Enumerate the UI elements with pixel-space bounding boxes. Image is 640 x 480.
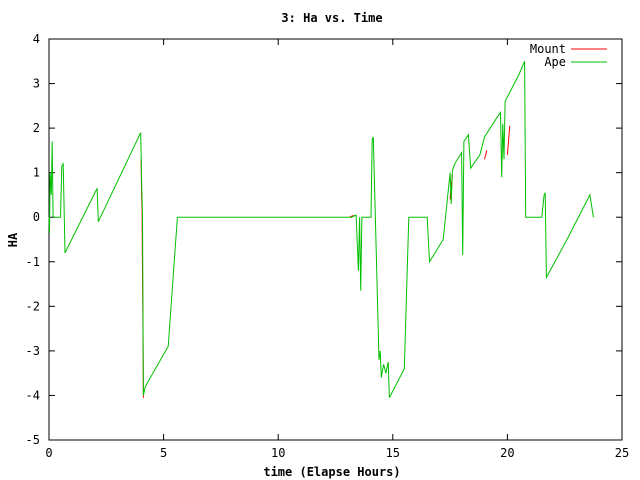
axis-ticks xyxy=(48,38,623,441)
x-tick-label: 0 xyxy=(45,446,52,460)
legend: Mount Ape xyxy=(530,42,607,69)
y-tick-label: 0 xyxy=(33,210,40,224)
series-line-ape xyxy=(48,61,594,398)
chart-title: 3: Ha vs. Time xyxy=(281,11,382,25)
y-tick-label: -1 xyxy=(26,255,40,269)
x-tick-label: 15 xyxy=(386,446,400,460)
y-tick-label: -2 xyxy=(26,299,40,313)
y-tick-label: -4 xyxy=(26,388,40,402)
x-tick-label: 20 xyxy=(500,446,514,460)
x-tick-label: 25 xyxy=(615,446,629,460)
legend-label-ape: Ape xyxy=(544,55,566,69)
y-tick-label: 4 xyxy=(33,32,40,46)
legend-label-mount: Mount xyxy=(530,42,566,56)
y-tick-label: -5 xyxy=(26,433,40,447)
x-tick-label: 5 xyxy=(160,446,167,460)
y-tick-label: 2 xyxy=(33,121,40,135)
series-line-mount xyxy=(484,150,488,160)
series-lines xyxy=(48,61,594,398)
y-tick-label: -3 xyxy=(26,344,40,358)
y-tick-label: 1 xyxy=(33,166,40,180)
x-tick-label: 10 xyxy=(271,446,285,460)
plot-frame xyxy=(48,38,623,441)
y-tick-label: 3 xyxy=(33,77,40,91)
axis-tick-labels: 0 5 10 15 20 25 -5 -4 -3 -2 -1 0 1 2 3 4 xyxy=(26,32,630,460)
y-axis-label: HA xyxy=(6,232,20,247)
x-axis-label: time (Elapse Hours) xyxy=(263,465,400,479)
series-line-mount xyxy=(506,125,511,155)
